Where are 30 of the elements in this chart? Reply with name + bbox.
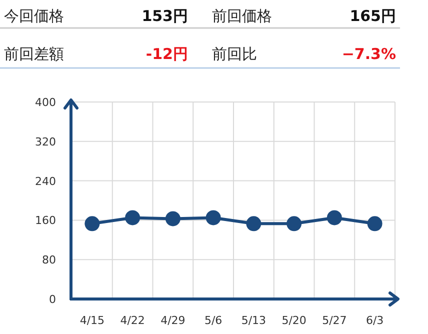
text: 153円 [142, 7, 188, 25]
x-tick-label: 5/27 [322, 314, 347, 327]
text: 前回価格 [212, 7, 272, 25]
x-tick-label: 5/6 [204, 314, 222, 327]
x-tick-label: 4/29 [160, 314, 186, 327]
point [286, 216, 302, 232]
text: -12円 [146, 45, 188, 63]
text: 今回価格 [4, 7, 64, 25]
x-tick-label: 4/22 [120, 314, 145, 327]
point [326, 210, 342, 226]
y-tick-label: 320 [35, 135, 56, 148]
point [367, 216, 382, 232]
point [165, 211, 180, 226]
x-tick-label: 5/13 [241, 314, 266, 327]
x-tick-label: 5/20 [282, 314, 306, 327]
x-tick-label: 4/15 [80, 314, 105, 327]
point [84, 216, 100, 232]
y-tick-label: 80 [42, 254, 56, 267]
y-tick-label: 160 [35, 214, 56, 228]
point [206, 210, 221, 226]
text: 前回差額 [4, 45, 64, 63]
text: −7.3% [342, 45, 396, 63]
x-tick-label: 6/3 [366, 314, 384, 327]
y-tick-label: 0 [49, 293, 56, 306]
text: 165円 [350, 7, 396, 25]
text: 前回比 [212, 45, 257, 63]
y-tick-label: 240 [35, 174, 56, 188]
y-tick-label: 400 [35, 96, 56, 109]
point [246, 216, 262, 232]
point [125, 210, 140, 226]
